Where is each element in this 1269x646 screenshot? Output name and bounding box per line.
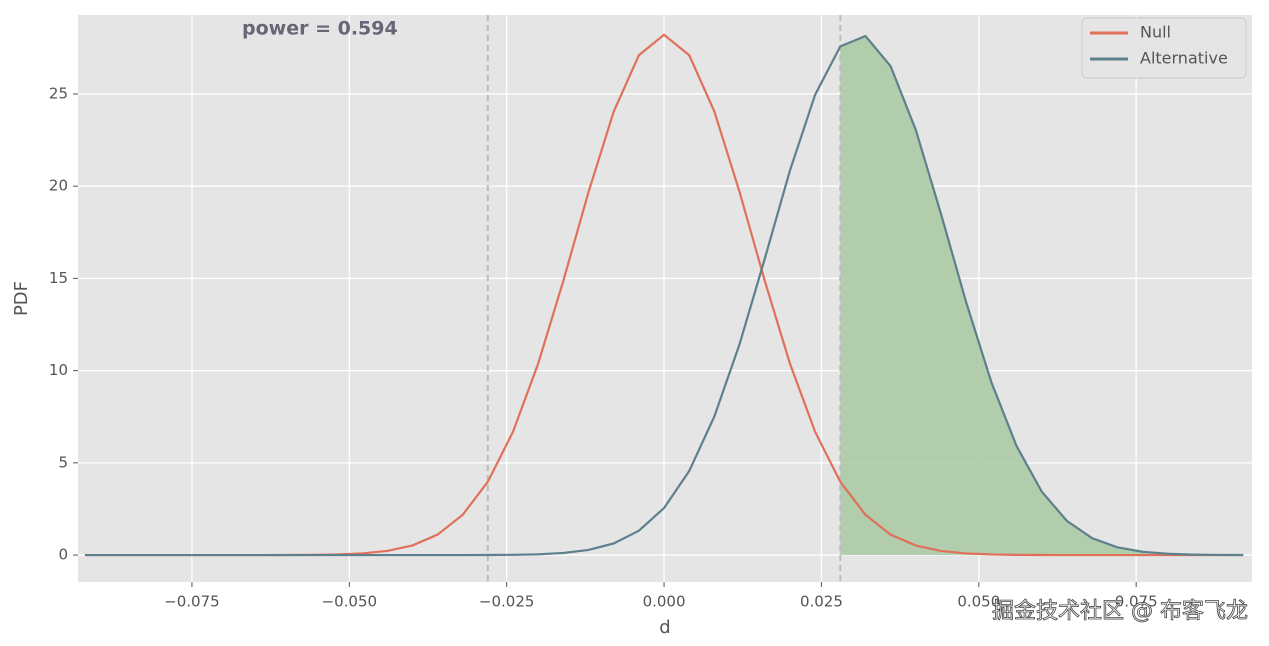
annotation: power = 0.594 xyxy=(242,18,398,40)
x-tick-label: −0.075 xyxy=(164,593,220,611)
x-tick-label: 0.075 xyxy=(1115,593,1158,611)
y-tick-label: 15 xyxy=(49,269,68,287)
y-tick-label: 5 xyxy=(58,453,68,471)
legend-label: Null xyxy=(1140,23,1171,42)
x-tick-label: 0.000 xyxy=(643,593,686,611)
y-tick-label: 20 xyxy=(49,177,68,195)
legend-label: Alternative xyxy=(1140,49,1228,68)
y-tick-label: 25 xyxy=(49,84,68,102)
power-area xyxy=(840,36,1244,556)
x-tick-label: −0.050 xyxy=(322,593,378,611)
y-tick-label: 10 xyxy=(49,361,68,379)
plot-area xyxy=(78,15,1252,582)
x-axis-label: d xyxy=(659,617,670,638)
x-tick-label: 0.025 xyxy=(800,593,843,611)
x-tick-label: 0.050 xyxy=(957,593,1000,611)
x-tick-label: −0.025 xyxy=(479,593,535,611)
y-axis-label: PDF xyxy=(11,281,32,316)
series-line xyxy=(84,34,1244,557)
y-tick-label: 0 xyxy=(58,546,68,564)
watermark: 掘金技术社区 @ 布客飞龙 xyxy=(992,599,1248,624)
